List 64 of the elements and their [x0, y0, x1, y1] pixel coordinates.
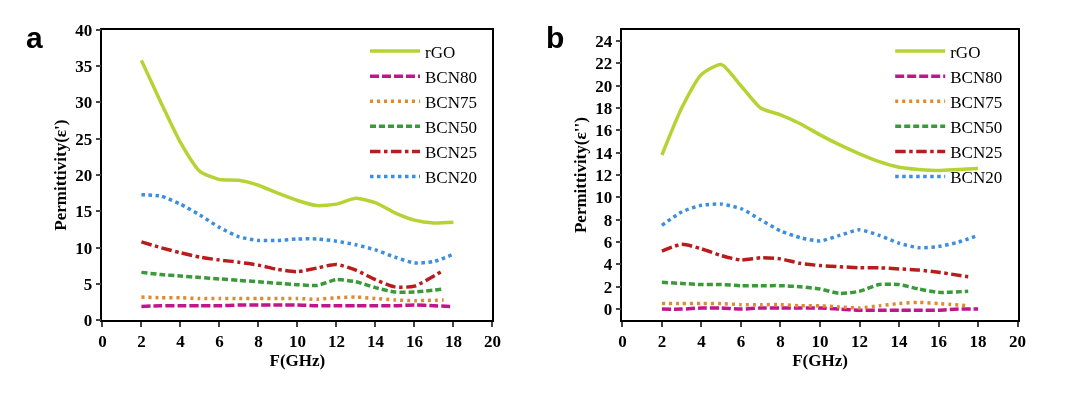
legend-label: BCN75: [425, 92, 477, 112]
x-tick-label: 18: [969, 332, 987, 352]
legend-label: BCN80: [950, 67, 1003, 87]
y-axis-title: Permittivity(ε''): [571, 117, 591, 233]
x-tick-label: 0: [98, 332, 107, 352]
x-tick-label: 10: [811, 332, 829, 352]
legend-label: BCN20: [425, 168, 477, 188]
x-axis-title: F(GHz): [792, 351, 848, 371]
y-tick-label: 20: [595, 76, 613, 96]
x-tick-label: 18: [444, 332, 462, 352]
y-tick-label: 4: [603, 255, 613, 275]
line-series: [660, 242, 970, 279]
y-tick-label: 30: [75, 93, 93, 113]
legend-label: BCN50: [425, 118, 477, 137]
legend-label: BCN20: [950, 168, 1003, 188]
x-tick-label: 12: [851, 332, 869, 352]
legend-label: BCN25: [425, 143, 477, 163]
x-tick-label: 6: [215, 332, 224, 352]
x-tick-label: 14: [890, 332, 909, 352]
legend-label: BCN25: [950, 143, 1003, 163]
x-tick-label: 14: [366, 332, 385, 352]
y-tick-label: 10: [595, 188, 613, 208]
x-tick-label: 16: [405, 332, 423, 352]
x-tick-label: 16: [930, 332, 948, 352]
y-tick-label: 16: [595, 121, 613, 141]
legend-label: rGO: [950, 42, 981, 62]
y-tick-label: 0: [603, 300, 613, 320]
legend-label: BCN75: [950, 92, 1003, 112]
x-tick-label: 8: [254, 332, 263, 352]
x-axis-title: F(GHz): [269, 351, 326, 371]
chart-title: a: [26, 21, 43, 54]
x-tick-label: 6: [736, 332, 746, 352]
x-tick-label: 0: [618, 332, 627, 352]
y-tick-label: 8: [603, 210, 613, 230]
line-series: [660, 280, 970, 296]
x-tick-label: 20: [483, 332, 501, 352]
y-tick-label: 2: [603, 277, 613, 297]
y-tick-label: 24: [595, 32, 613, 52]
y-tick-label: 20: [75, 166, 93, 186]
y-tick-label: 40: [75, 20, 93, 40]
y-tick-label: 10: [75, 238, 93, 258]
y-tick-label: 25: [75, 129, 93, 149]
y-tick-label: 5: [83, 274, 93, 294]
x-tick-label: 4: [176, 332, 186, 352]
y-tick-label: 14: [595, 143, 613, 163]
x-tick-label: 12: [327, 332, 345, 352]
x-tick-label: 10: [288, 332, 306, 352]
y-tick-label: 22: [595, 54, 613, 74]
x-tick-label: 2: [137, 332, 146, 352]
y-tick-label: 18: [595, 99, 613, 119]
x-tick-label: 8: [776, 332, 785, 352]
y-axis-title: Permittivity(ε'): [51, 119, 71, 231]
x-tick-label: 4: [697, 332, 707, 352]
x-tick-label: 20: [1009, 332, 1027, 352]
x-tick-label: 2: [657, 332, 667, 352]
legend-label: BCN50: [950, 118, 1003, 137]
y-tick-label: 35: [75, 57, 93, 77]
chart-title: b: [546, 21, 565, 54]
legend-label: rGO: [425, 42, 456, 62]
y-tick-label: 6: [603, 233, 613, 253]
y-tick-label: 0: [83, 311, 93, 331]
y-tick-label: 15: [75, 202, 93, 222]
y-tick-label: 12: [595, 166, 613, 186]
legend-label: BCN80: [425, 67, 477, 87]
